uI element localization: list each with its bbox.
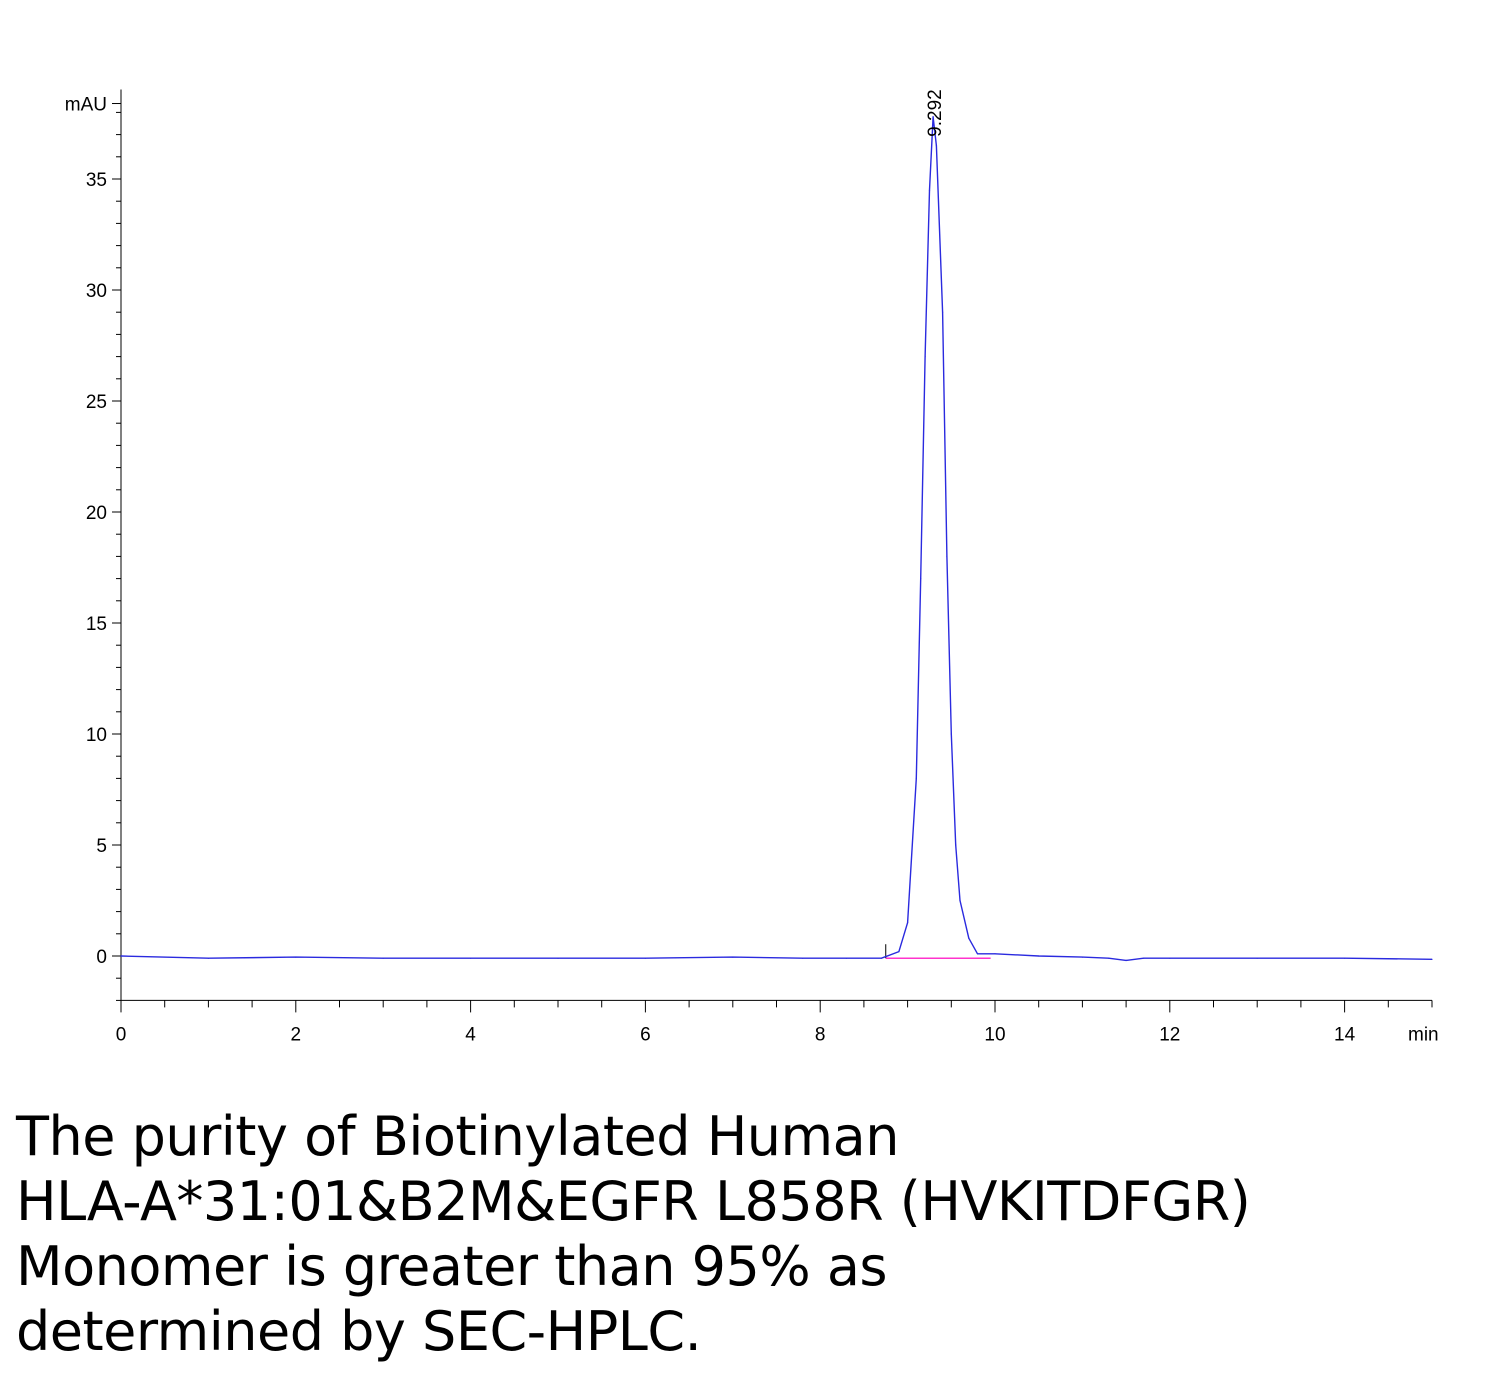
caption-line-1: The purity of Biotinylated Human — [16, 1105, 899, 1168]
caption-line-4: determined by SEC-HPLC. — [16, 1300, 702, 1363]
x-tick-label-6: 12 — [1159, 1024, 1180, 1045]
data-point-24 — [968, 937, 970, 939]
data-point-20 — [946, 555, 948, 558]
y-tick-label-4: 20 — [86, 503, 107, 524]
y-tick-label-2: 10 — [86, 725, 107, 746]
x-tick-label-4: 8 — [815, 1024, 826, 1045]
data-point-34 — [1344, 957, 1346, 959]
x-tick-label-5: 10 — [984, 1024, 1005, 1045]
ticks: 0 5 10 15 20 25 30 35 mAU 0 2 4 6 8 10 12 14 min — [65, 95, 1439, 1046]
y-unit-label: mAU — [65, 95, 107, 116]
data-point-13 — [915, 777, 917, 780]
data-point-29 — [1108, 957, 1110, 959]
data-point-2 — [295, 956, 297, 958]
y-tick-label-6: 30 — [86, 281, 107, 302]
x-tick-label-2: 4 — [465, 1024, 476, 1045]
data-point-3 — [382, 957, 384, 959]
data-point-15 — [924, 356, 926, 358]
series-line-0 — [120, 116, 1433, 962]
data-point-27 — [1038, 955, 1040, 957]
data-point-17 — [932, 116, 934, 118]
data-point-6 — [644, 957, 647, 959]
caption-line-2: HLA-A*31:01&B2M&EGFR L858R (HVKITDFGR) — [16, 1170, 1251, 1233]
data-point-14 — [920, 578, 922, 580]
data-point-21 — [950, 733, 952, 735]
data-point-19 — [942, 311, 944, 313]
y-tick-label-0: 0 — [96, 947, 107, 968]
data-point-32 — [1169, 957, 1171, 959]
y-tick-label-5: 25 — [86, 392, 107, 413]
x-tick-label-7: 14 — [1334, 1024, 1356, 1045]
axes — [120, 89, 1432, 1001]
y-tick-label-7: 35 — [86, 170, 107, 191]
data-point-12 — [907, 922, 909, 924]
data-point-4 — [470, 957, 472, 959]
y-tick-label-1: 5 — [96, 836, 107, 857]
plot-area: 9.292 — [120, 89, 1433, 962]
caption: The purity of Biotinylated Human HLA-A*3… — [16, 1104, 1486, 1364]
data-point-26 — [994, 953, 996, 955]
data-point-16 — [928, 189, 931, 191]
chromatogram-chart: 0 5 10 15 20 25 30 35 mAU 0 2 4 6 8 10 12 14 min 9.292 — [65, 89, 1439, 1046]
data-point-11 — [898, 951, 900, 953]
caption-line-3: Monomer is greater than 95% as — [16, 1235, 888, 1298]
data-point-5 — [557, 957, 559, 959]
x-tick-label-1: 2 — [291, 1024, 302, 1045]
x-tick-label-0: 0 — [116, 1024, 127, 1045]
data-point-8 — [802, 957, 804, 959]
data-point-31 — [1143, 957, 1145, 959]
data-point-10 — [880, 957, 883, 959]
data-point-9 — [845, 957, 848, 959]
x-unit-label: min — [1408, 1024, 1439, 1045]
data-point-28 — [1081, 956, 1083, 958]
data-point-30 — [1125, 959, 1127, 962]
data-point-1 — [207, 957, 209, 959]
x-tick-label-3: 6 — [640, 1024, 651, 1045]
y-tick-label-3: 15 — [86, 614, 107, 635]
data-point-0 — [120, 955, 122, 957]
data-point-22 — [955, 844, 957, 846]
data-point-35 — [1431, 958, 1433, 960]
data-point-25 — [976, 953, 979, 955]
data-point-7 — [732, 956, 734, 958]
data-point-23 — [959, 899, 961, 902]
data-point-18 — [935, 145, 938, 147]
data-point-33 — [1256, 957, 1258, 959]
peak-label-0: 9.292 — [925, 89, 946, 137]
